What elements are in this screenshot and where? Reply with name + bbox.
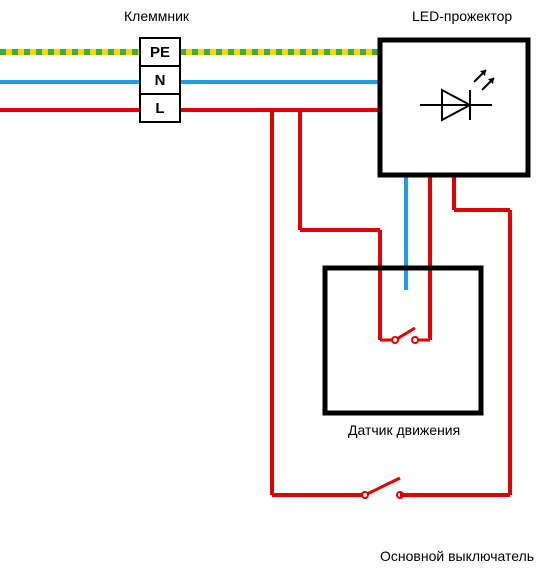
sensor-internal (380, 268, 430, 343)
l-wire (0, 110, 430, 268)
led-projector-box (380, 40, 528, 175)
terminal-block (140, 38, 180, 122)
wiring-diagram (0, 0, 560, 570)
motion-sensor-box (325, 268, 481, 413)
